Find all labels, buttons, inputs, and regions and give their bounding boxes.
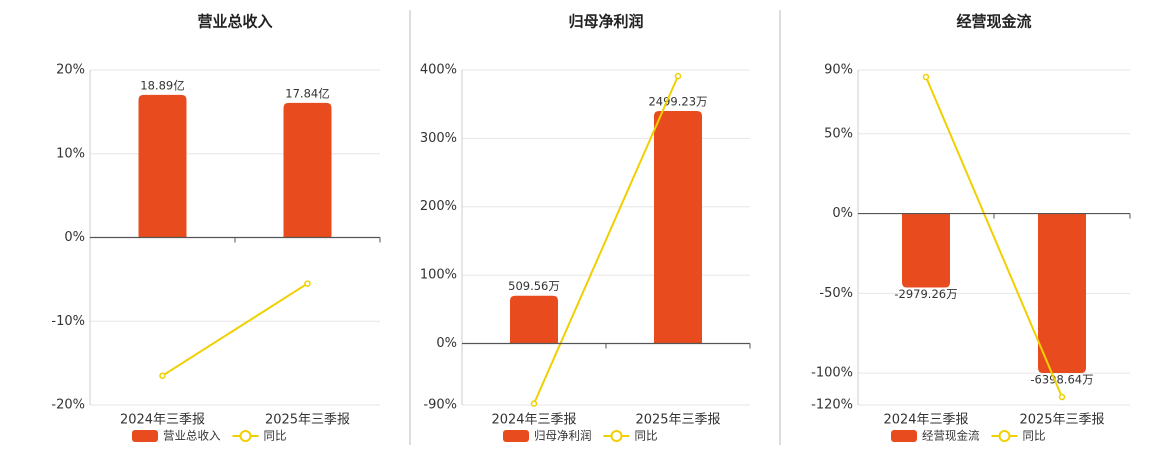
value-label: 509.56万 — [508, 279, 560, 293]
y-tick-label: 0% — [436, 336, 457, 351]
x-tick-label: 2025年三季报 — [1019, 413, 1104, 428]
y-tick-label: 400% — [420, 63, 457, 78]
line-point — [1058, 393, 1066, 401]
legend-label: 营业总收入 — [163, 429, 221, 443]
line-point — [674, 72, 682, 80]
value-label: -6398.64万 — [1030, 372, 1093, 386]
bar — [902, 212, 950, 288]
line-point — [922, 73, 930, 81]
legend-marker — [610, 430, 623, 442]
y-tick-label: 300% — [420, 131, 457, 146]
y-tick-label: -20% — [51, 398, 85, 413]
legend-label: 同比 — [1023, 429, 1046, 443]
line-point — [530, 400, 538, 407]
line — [161, 282, 309, 377]
value-label: 17.84亿 — [285, 86, 329, 100]
x-tick-label: 2025年三季报 — [265, 413, 350, 428]
value-label: 18.89亿 — [140, 78, 184, 92]
line-point — [159, 372, 166, 379]
x-tick-label: 2025年三季报 — [635, 413, 720, 428]
y-tick-label: 0% — [832, 206, 853, 221]
legend-swatch — [891, 430, 917, 442]
chart-title: 归母净利润 — [568, 13, 643, 31]
y-tick-label: 20% — [56, 63, 85, 78]
line — [925, 76, 1063, 398]
bar — [510, 295, 558, 343]
bar — [138, 94, 187, 238]
y-tick-label: -120% — [811, 398, 853, 413]
legend-swatch — [503, 430, 529, 442]
y-tick-label: 10% — [56, 146, 85, 161]
value-label: -2979.26万 — [894, 287, 957, 301]
y-tick-label: -100% — [811, 366, 853, 381]
legend-label: 归母净利润 — [534, 429, 592, 443]
x-tick-label: 2024年三季报 — [491, 413, 576, 428]
y-tick-label: -10% — [51, 314, 85, 329]
y-tick-label: 200% — [420, 199, 457, 214]
legend-swatch — [132, 430, 158, 442]
y-tick-label: -50% — [819, 286, 853, 301]
bar — [283, 102, 332, 238]
x-tick-label: 2024年三季报 — [883, 413, 968, 428]
y-tick-label: 50% — [824, 126, 853, 141]
line — [533, 75, 679, 405]
legend-marker — [239, 430, 252, 442]
legend-label: 经营现金流 — [922, 429, 980, 443]
legend-marker — [998, 430, 1011, 442]
line-point — [304, 280, 311, 287]
value-label: 2499.23万 — [648, 95, 707, 109]
y-tick-label: 100% — [420, 268, 457, 283]
bar — [654, 111, 702, 343]
bar — [1038, 212, 1086, 373]
y-tick-label: -90% — [423, 398, 457, 413]
chart-title: 营业总收入 — [197, 13, 272, 31]
chart-title: 经营现金流 — [956, 13, 1031, 31]
legend-label: 同比 — [635, 429, 658, 443]
legend-label: 同比 — [264, 429, 287, 443]
x-tick-label: 2024年三季报 — [120, 413, 205, 428]
y-tick-label: 0% — [64, 230, 85, 245]
y-tick-label: 90% — [824, 63, 853, 78]
